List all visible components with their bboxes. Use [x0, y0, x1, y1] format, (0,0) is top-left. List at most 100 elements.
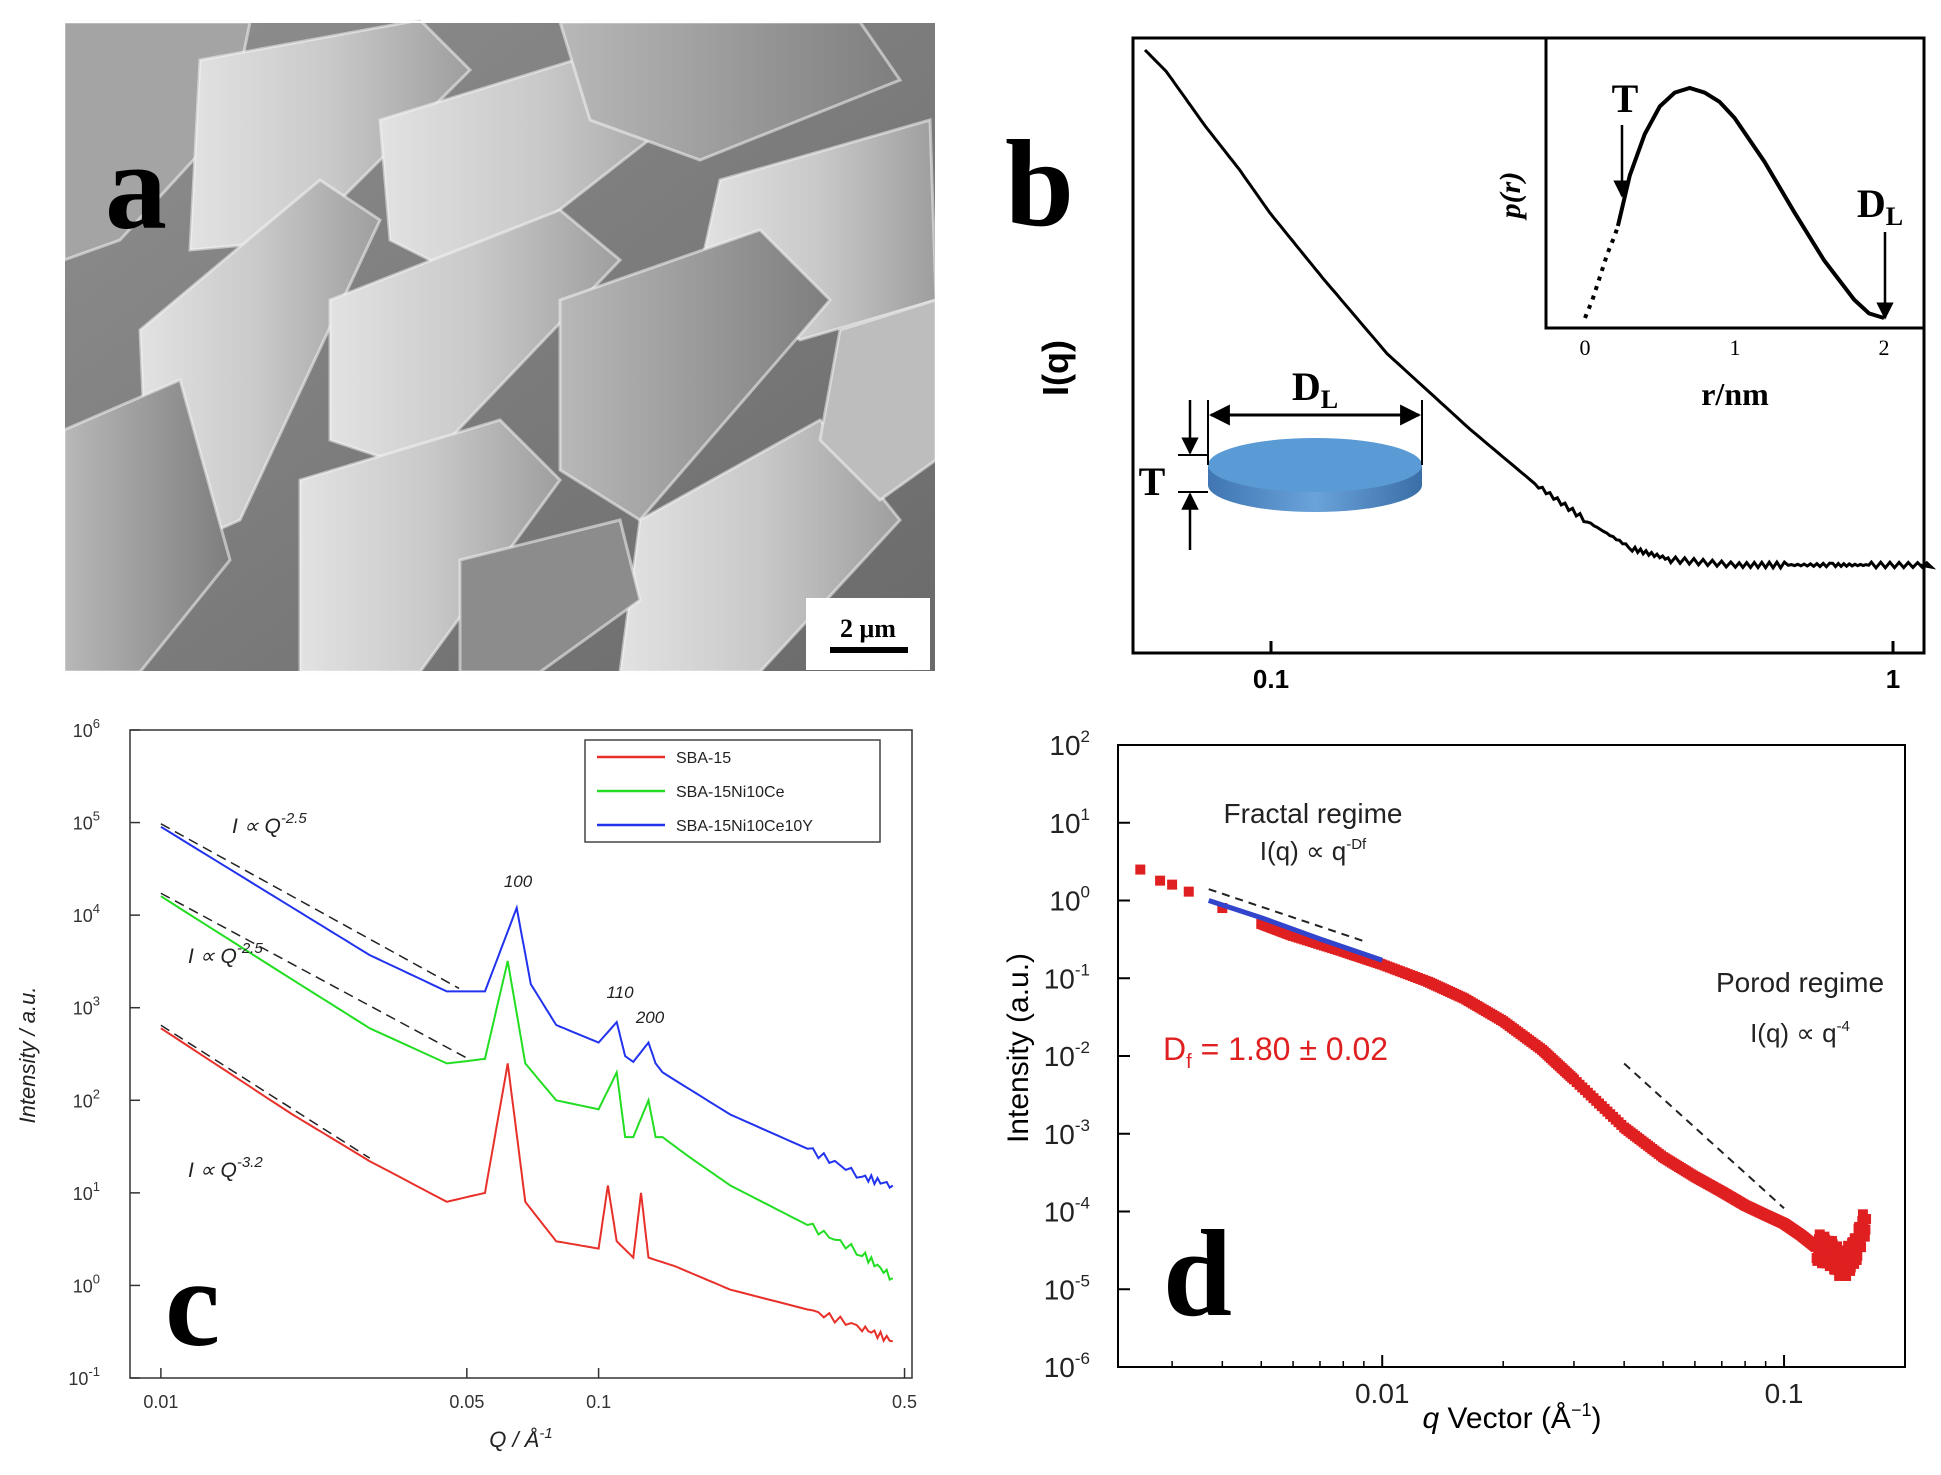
plot-d-ytick-label: 10-5 — [1044, 1271, 1090, 1305]
plot-d-ylabel: Intensity (a.u.) — [1002, 953, 1035, 1143]
plot-c-series-line — [160, 1027, 893, 1343]
plot-d-xtick-label: 0.1 — [1765, 1378, 1804, 1409]
inset-label-T: T — [1612, 76, 1639, 121]
plot-c-xtick-label: 0.5 — [892, 1392, 917, 1412]
plot-b-frame — [1131, 36, 1926, 655]
plot-c-fit-lines — [160, 823, 468, 1159]
plot-c-ytick-label: 10-1 — [68, 1364, 100, 1389]
plot-d-data-point — [1155, 875, 1166, 886]
scale-bar-box — [806, 598, 930, 670]
plot-d-data-point — [1859, 1231, 1870, 1242]
plot-c-xtick-label: 0.01 — [143, 1392, 178, 1412]
plot-b-x-axis: 0.1 1 — [1253, 641, 1900, 694]
plot-d-porod-law: I(q) ∝ q-4 — [1750, 1018, 1850, 1048]
plot-b-curve — [1143, 48, 1937, 571]
plot-c-ytick-label: 104 — [73, 901, 100, 926]
plot-c-peak-200: 200 — [635, 1008, 665, 1027]
panel-a: a 2 μm — [62, 18, 938, 674]
plot-c-axes: 106 105 104 103 102 101 100 10-1 0.01 0.05 0.1 0.5 — [68, 716, 917, 1412]
plot-d-df-annotation: Df = 1.80 ± 0.02 — [1163, 1031, 1388, 1073]
plot-d-xlabel: q Vector (Å−1) — [1423, 1400, 1602, 1435]
plot-d-guide-lines — [1208, 888, 1785, 1210]
panel-a-letter: a — [105, 118, 167, 255]
plot-c-ylabel: Intensity / a.u. — [15, 987, 40, 1124]
plot-d-data-point — [1135, 864, 1146, 875]
plot-c-fit-line — [160, 823, 460, 990]
plot-c-xtick-label: 0.1 — [586, 1392, 611, 1412]
plot-c-legend: SBA-15 SBA-15Ni10Ce SBA-15Ni10Ce10Y — [584, 739, 881, 843]
plot-c-series-line — [160, 825, 894, 1190]
plot-d-data-point — [1818, 1240, 1829, 1251]
plot-c-annotation-2: I ∝ Q-2.5 — [188, 940, 263, 968]
legend-label-ni10ce10y: SBA-15Ni10Ce10Y — [676, 818, 813, 835]
plot-c-series — [160, 825, 894, 1343]
legend-label-sba15: SBA-15 — [676, 750, 731, 767]
plot-d-data-point — [1854, 1221, 1865, 1232]
plot-c-ytick-label: 106 — [73, 716, 100, 741]
disk-label-T: T — [1139, 459, 1166, 504]
plot-c-ytick-label: 100 — [73, 1271, 100, 1296]
disk-label-DL: DL — [1292, 364, 1338, 414]
disk-illustration: DL T — [1139, 364, 1423, 550]
plot-d-data-points — [1135, 864, 1872, 1281]
plot-c-series-line — [160, 895, 894, 1282]
inset-ylabel: p(r) — [1494, 172, 1527, 222]
plot-d-ytick-label: 10-6 — [1044, 1349, 1090, 1383]
plot-d-guide-line — [1623, 1062, 1785, 1210]
plot-c-fit-line — [160, 1024, 371, 1159]
plot-d-xtick-label: 0.01 — [1355, 1378, 1410, 1409]
plot-c-peak-110: 110 — [606, 983, 634, 1002]
plot-d-data-point — [1841, 1270, 1852, 1281]
inset-label-DL: DL — [1857, 181, 1903, 231]
plot-d-fractal-title: Fractal regime — [1224, 798, 1403, 829]
inset-xtick-2: 2 — [1879, 335, 1890, 360]
plot-c-xtick-label: 0.05 — [449, 1392, 484, 1412]
plot-c-xlabel: Q / Å-1 — [489, 1425, 552, 1452]
panel-d: Intensity (a.u.) q Vector (Å−1) 102 101 10… — [1002, 727, 1906, 1435]
plot-c-ytick-label: 101 — [73, 1179, 100, 1204]
plot-d-fractal-fit — [1207, 898, 1384, 963]
inset-xtick-1: 1 — [1730, 335, 1741, 360]
panel-b-letter: b — [1005, 115, 1074, 252]
plot-c-ytick-label: 105 — [73, 809, 100, 834]
plot-b-inset: p(r) 0 1 2 r/nm T DL — [1494, 36, 1926, 412]
plot-d-data-point — [1856, 1242, 1867, 1253]
plot-d-data-point — [1860, 1224, 1871, 1235]
scale-bar-label: 2 μm — [840, 614, 896, 643]
plot-d-ytick-label: 101 — [1049, 805, 1090, 839]
panel-c: Intensity / a.u. Q / Å-1 106 105 104 103 102… — [15, 716, 917, 1452]
plot-d-data-point — [1217, 903, 1228, 914]
panel-d-letter: d — [1163, 1205, 1232, 1342]
panel-c-letter: c — [165, 1235, 220, 1372]
plot-c-annotation-3: I ∝ Q-3.2 — [188, 1154, 263, 1182]
inset-xlabel: r/nm — [1701, 376, 1769, 412]
plot-b-xtick-label-0.1: 0.1 — [1253, 664, 1289, 694]
plot-d-ytick-label: 10-2 — [1044, 1038, 1090, 1072]
plot-d-data-point — [1183, 886, 1194, 897]
plot-b-xtick-label-1: 1 — [1886, 664, 1900, 694]
plot-d-axes: 102 101 100 10-1 10-2 10-3 10-4 10-5 10-6 0.01 0.1 — [1044, 727, 1906, 1409]
panel-b: b I(q) 0.1 1 p(r) 0 1 2 r/nm T DL — [1005, 36, 1937, 694]
plot-d-porod-title: Porod regime — [1716, 967, 1884, 998]
plot-c-annotation-1: I ∝ Q-2.5 — [232, 810, 307, 838]
plot-d-data-point — [1167, 879, 1178, 890]
plot-d-data-point — [1852, 1250, 1863, 1261]
plot-d-ytick-label: 10-1 — [1044, 960, 1090, 994]
plot-c-ytick-label: 103 — [73, 994, 100, 1019]
plot-d-data-point — [1826, 1244, 1837, 1255]
legend-label-ni10ce: SBA-15Ni10Ce — [676, 784, 785, 801]
plot-d-ytick-label: 102 — [1049, 727, 1090, 761]
inset-frame — [1544, 36, 1926, 330]
plot-c-fit-line — [160, 892, 468, 1059]
sem-platelets — [62, 18, 938, 674]
plot-d-data-point — [1834, 1270, 1845, 1281]
plot-d-fractal-law: I(q) ∝ q-Df — [1260, 836, 1367, 866]
plot-d-data-point — [1861, 1214, 1872, 1225]
plot-d-ytick-label: 10-4 — [1044, 1194, 1090, 1228]
disk-top — [1208, 438, 1422, 492]
inset-xtick-0: 0 — [1580, 335, 1591, 360]
plot-c-ytick-label: 102 — [73, 1086, 100, 1111]
plot-d-ytick-label: 10-3 — [1044, 1116, 1090, 1150]
inset-pr-curve — [1615, 85, 1885, 320]
